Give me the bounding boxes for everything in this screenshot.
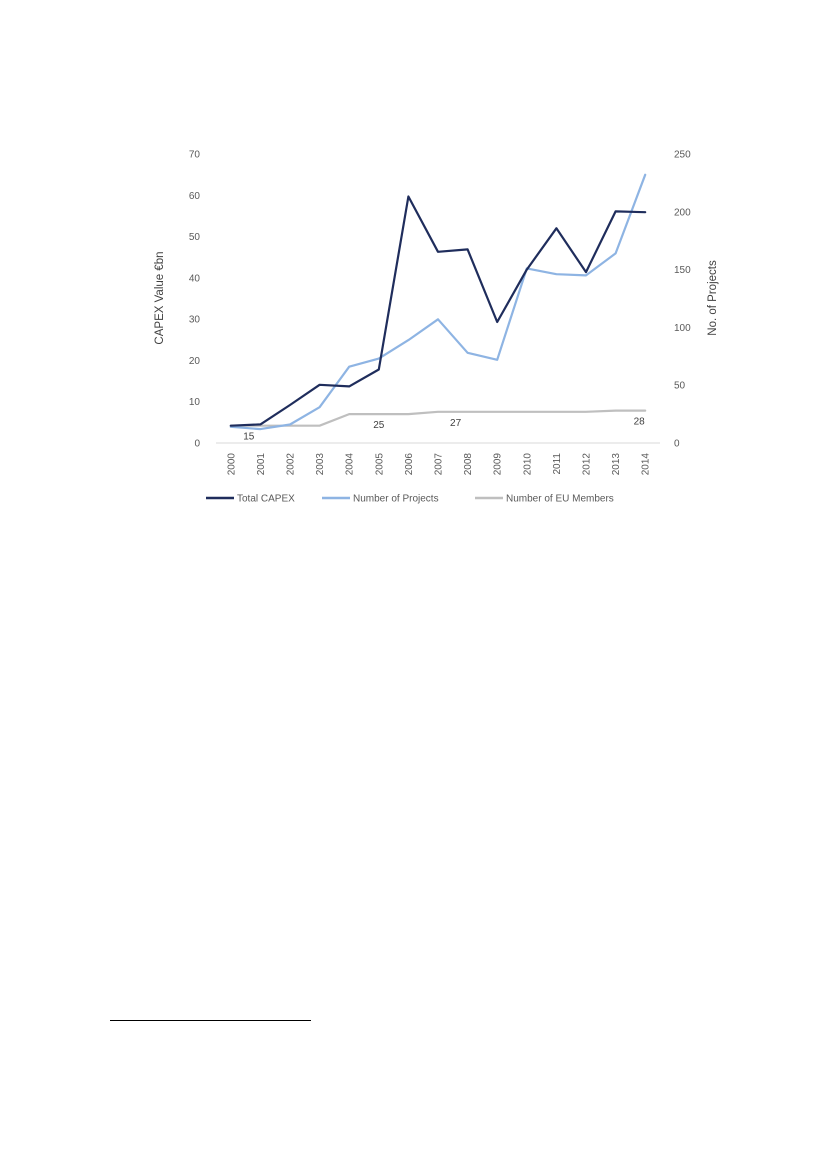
left-tick-label: 40 (189, 273, 201, 284)
right-axis-ticks: 0 50 100 150 200 250 (674, 150, 691, 450)
left-tick-label: 10 (189, 397, 201, 408)
left-axis-title: CAPEX Value €bn (154, 251, 166, 344)
right-tick-label: 100 (674, 323, 691, 334)
footnote-rule (110, 1020, 311, 1021)
x-tick-label: 2011 (552, 453, 563, 475)
series-lines (229, 173, 647, 431)
left-tick-label: 20 (189, 356, 201, 367)
series-line-1 (229, 173, 647, 431)
x-tick-label: 2002 (286, 453, 297, 476)
x-tick-label: 2009 (493, 453, 504, 476)
x-tick-label: 2005 (374, 453, 385, 476)
left-tick-label: 30 (189, 315, 201, 326)
right-axis-title: No. of Projects (707, 260, 719, 336)
x-tick-label: 2010 (522, 453, 533, 476)
legend-label: Number of Projects (353, 494, 439, 505)
x-tick-label: 2001 (256, 453, 267, 476)
eu-members-label: 15 (243, 432, 255, 443)
right-tick-label: 50 (674, 381, 686, 392)
legend-label: Total CAPEX (237, 494, 295, 505)
right-tick-label: 200 (674, 207, 691, 218)
right-tick-label: 150 (674, 265, 691, 276)
x-tick-label: 2014 (641, 453, 652, 476)
series-line-2 (229, 409, 647, 427)
x-tick-label: 2007 (434, 453, 445, 476)
eu-members-label: 25 (373, 420, 385, 431)
left-tick-label: 60 (189, 191, 201, 202)
legend-label: Number of EU Members (506, 494, 614, 505)
x-tick-label: 2006 (404, 453, 415, 476)
left-tick-label: 70 (189, 150, 201, 161)
x-tick-label: 2000 (226, 453, 237, 476)
x-axis-ticks: 2000 2001 2002 2003 2004 2005 2006 2007 2008 2009… (226, 453, 651, 476)
x-tick-label: 2012 (582, 453, 593, 476)
capex-chart: 0 10 20 30 40 50 60 70 0 50 100 150 200 250 2000 2001… (154, 150, 719, 505)
eu-members-label: 28 (634, 417, 646, 428)
x-tick-label: 2004 (345, 453, 356, 476)
x-tick-label: 2013 (611, 453, 622, 476)
right-tick-label: 250 (674, 150, 691, 161)
eu-members-label: 27 (450, 418, 462, 429)
left-tick-label: 0 (194, 439, 200, 450)
x-tick-label: 2008 (463, 453, 474, 476)
x-tick-label: 2003 (315, 453, 326, 476)
right-tick-label: 0 (674, 439, 680, 450)
left-tick-label: 50 (189, 232, 201, 243)
series-line-0 (229, 195, 647, 427)
left-axis-ticks: 0 10 20 30 40 50 60 70 (189, 150, 201, 450)
annotations: 15 25 27 28 (243, 417, 645, 443)
legend: Total CAPEX Number of Projects Number of E… (206, 494, 614, 505)
